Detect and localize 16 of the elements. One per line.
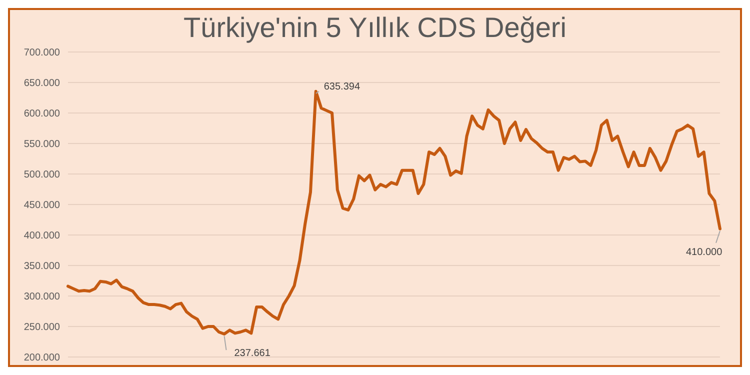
y-tick-label: 450.000 <box>24 200 60 212</box>
y-tick-label: 300.000 <box>24 292 60 303</box>
data-label: 237.661 <box>234 348 271 360</box>
y-tick-label: 600.000 <box>24 108 60 120</box>
y-tick-label: 350.000 <box>24 261 60 272</box>
y-tick-label: 650.000 <box>24 78 60 90</box>
chart-title: Türkiye'nin 5 Yıllık CDS Değeri <box>182 12 568 44</box>
y-tick-label: 700.000 <box>24 48 60 59</box>
data-label: 635.394 <box>324 81 360 92</box>
y-tick-label: 550.000 <box>24 139 60 150</box>
data-label: 410.000 <box>686 246 723 258</box>
y-tick-label: 400.000 <box>24 230 60 242</box>
line-series <box>66 90 722 336</box>
y-tick-label: 200.000 <box>24 352 60 364</box>
y-tick-label: 500.000 <box>24 170 60 181</box>
y-tick-label: 250.000 <box>24 322 60 334</box>
